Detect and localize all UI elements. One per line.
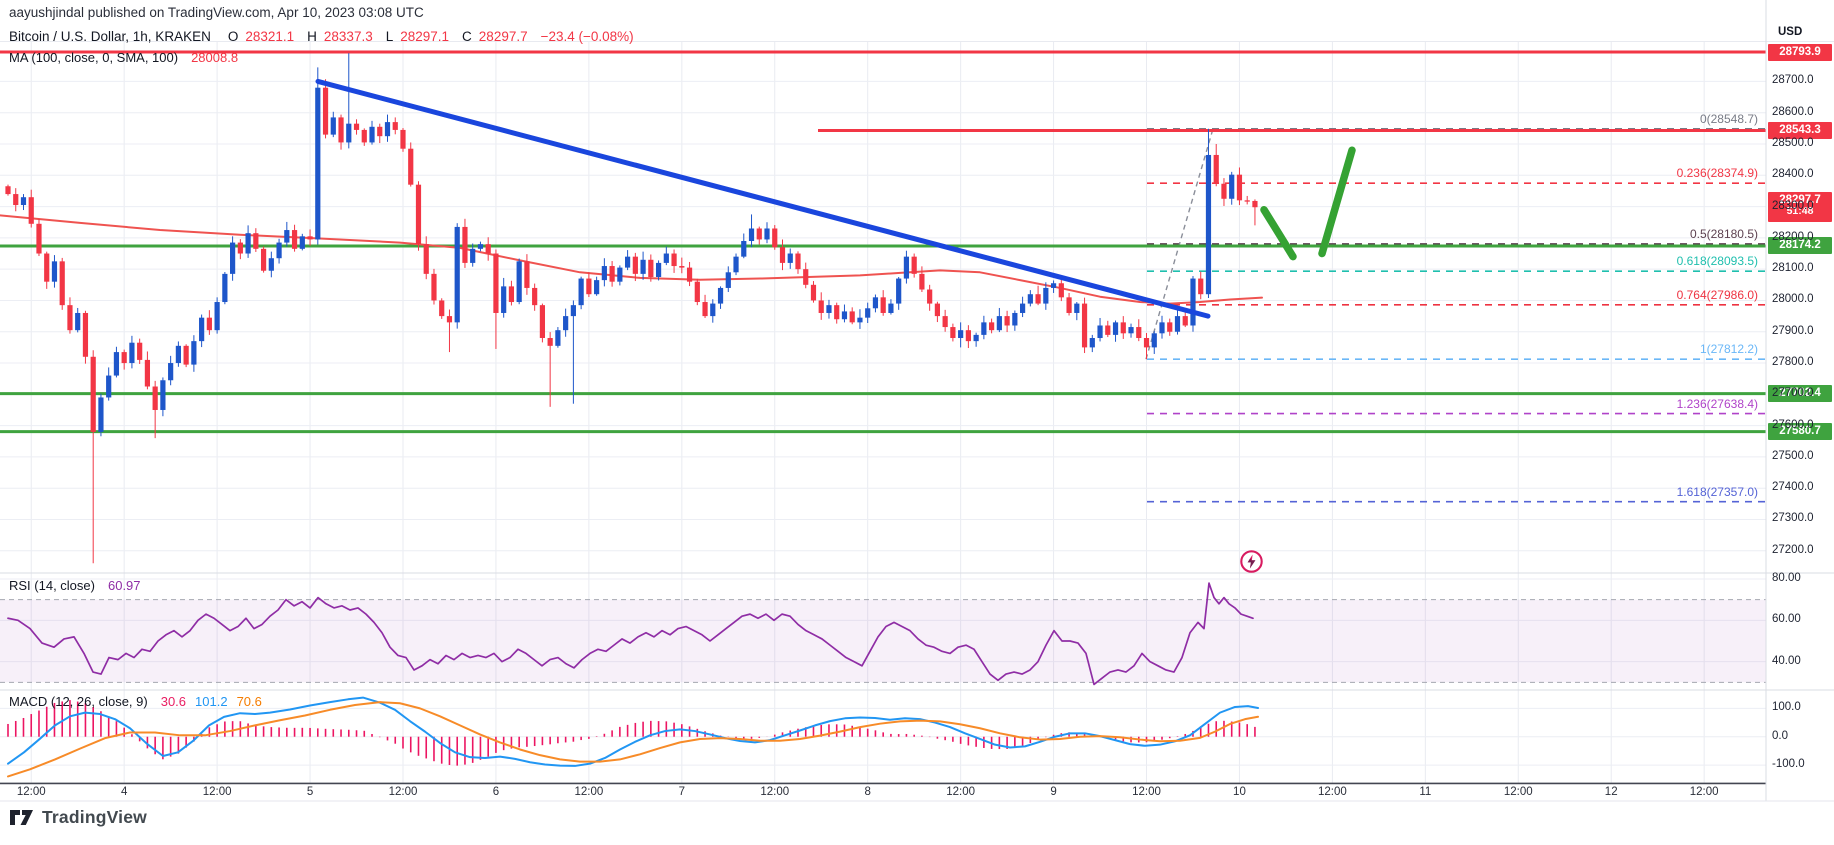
fib-level-label: 0(28548.7) [1699,111,1758,126]
ma-legend[interactable]: MA (100, close, 0, SMA, 100) 28008.8 [9,50,238,65]
symbol-legend-part: C [462,29,472,44]
symbol-legend-part: 28321.1 [245,29,295,44]
macd-tick: 100.0 [1772,701,1801,714]
price-tick: 28600.0 [1772,105,1814,118]
price-tick: 27900.0 [1772,324,1814,337]
price-tick: 28500.0 [1772,137,1814,149]
ma-legend-part: 28008.8 [191,50,239,65]
time-tick: 6 [492,786,500,798]
time-tick: 8 [864,786,871,798]
price-tick: 28100.0 [1772,262,1814,275]
price-badge: 28174.2 [1768,237,1832,255]
price-tick: 27800.0 [1772,356,1814,369]
price-tick: 28400.0 [1772,168,1814,181]
symbol-legend-part: H [307,29,317,44]
tradingview-brand[interactable]: TradingView [42,807,147,827]
fib-level-label: 1.236(27638.4) [1676,396,1758,411]
fib-level-label: 0.5(28180.5) [1689,226,1758,241]
symbol-legend-part: Bitcoin / U.S. Dollar, 1h, KRAKEN [9,29,211,44]
ma-legend-part: MA (100, close, 0, SMA, 100) [9,50,179,65]
macd-legend-part: 101.2 [195,694,228,709]
symbol-legend-part: O [227,29,239,44]
price-tick: 27700.0 [1772,387,1814,400]
time-tick: 9 [1050,786,1057,798]
fib-level-label: 0.764(27986.0) [1676,287,1758,302]
macd-tick: -100.0 [1772,758,1805,771]
price-axis-currency: USD [1778,26,1803,38]
symbol-legend-part: 28297.1 [400,29,450,44]
boost-lightning-icon[interactable] [1239,549,1264,574]
symbol-legend-part: 28297.7 [478,29,528,44]
rsi-tick: 80.00 [1772,571,1801,584]
rsi-tick: 60.00 [1772,613,1801,626]
time-tick: 12:00 [1132,786,1161,798]
time-tick: 11 [1419,786,1432,798]
rsi-legend-part: RSI (14, close) [9,578,95,593]
symbol-legend-part: L [385,29,394,44]
macd-legend-part: 70.6 [236,694,262,709]
price-tick: 27400.0 [1772,481,1814,494]
time-tick: 12:00 [574,786,604,798]
fib-level-label: 0.236(28374.9) [1676,166,1758,181]
price-badge: 27580.7 [1768,423,1832,441]
price-badge: 28543.3 [1768,121,1832,139]
time-tick: 12:00 [1318,786,1347,798]
time-tick: 12:00 [1689,786,1719,798]
time-tick: 10 [1233,786,1246,798]
time-tick: 12:00 [388,786,418,798]
price-tick: 27200.0 [1772,543,1814,556]
price-tick: 27600.0 [1772,418,1814,431]
time-tick: 4 [120,786,128,798]
footer: TradingView [9,806,147,829]
rsi-legend[interactable]: RSI (14, close) 60.97 [9,578,141,593]
price-badge: 28297.7 51:48 [1768,192,1832,223]
macd-legend-part: 30.6 [160,694,187,709]
fib-level-label: 1(27812.2) [1699,342,1758,357]
symbol-legend-part: 28337.3 [323,29,373,44]
price-tick: 27300.0 [1772,512,1814,525]
price-tick: 28000.0 [1772,293,1814,306]
time-tick: 5 [306,786,314,798]
time-tick: 12:00 [946,786,976,798]
macd-legend[interactable]: MACD (12, 26, close, 9) 30.6 101.2 70.6 [9,694,262,709]
fib-level-label: 0.618(28093.5) [1676,254,1758,269]
publish-header: aayushjindal published on TradingView.co… [9,5,424,20]
price-badge: 27702.4 [1768,385,1832,403]
price-tick: 28700.0 [1772,74,1814,87]
price-badge: 28793.9 [1768,43,1832,61]
time-tick: 7 [678,786,686,798]
macd-legend-part: MACD (12, 26, close, 9) [9,694,148,709]
time-tick: 12:00 [16,786,46,798]
time-tick: 12:00 [202,786,232,798]
time-tick: 12:00 [1503,786,1533,798]
macd-tick: 0.0 [1772,729,1788,742]
fib-level-label: 1.618(27357.0) [1676,484,1758,499]
symbol-legend[interactable]: Bitcoin / U.S. Dollar, 1h, KRAKEN O 28321.… [9,29,634,44]
price-tick: 28200.0 [1772,230,1814,243]
time-tick: 12:00 [760,786,790,798]
symbol-legend-part: −23.4 (−0.08%) [540,29,634,44]
tradingview-logo-icon[interactable] [9,806,34,829]
rsi-legend-part: 60.97 [107,578,141,593]
time-tick: 12 [1604,786,1618,798]
price-tick: 27500.0 [1772,449,1814,462]
price-tick: 28300.0 [1772,199,1814,212]
rsi-tick: 40.00 [1772,654,1801,667]
